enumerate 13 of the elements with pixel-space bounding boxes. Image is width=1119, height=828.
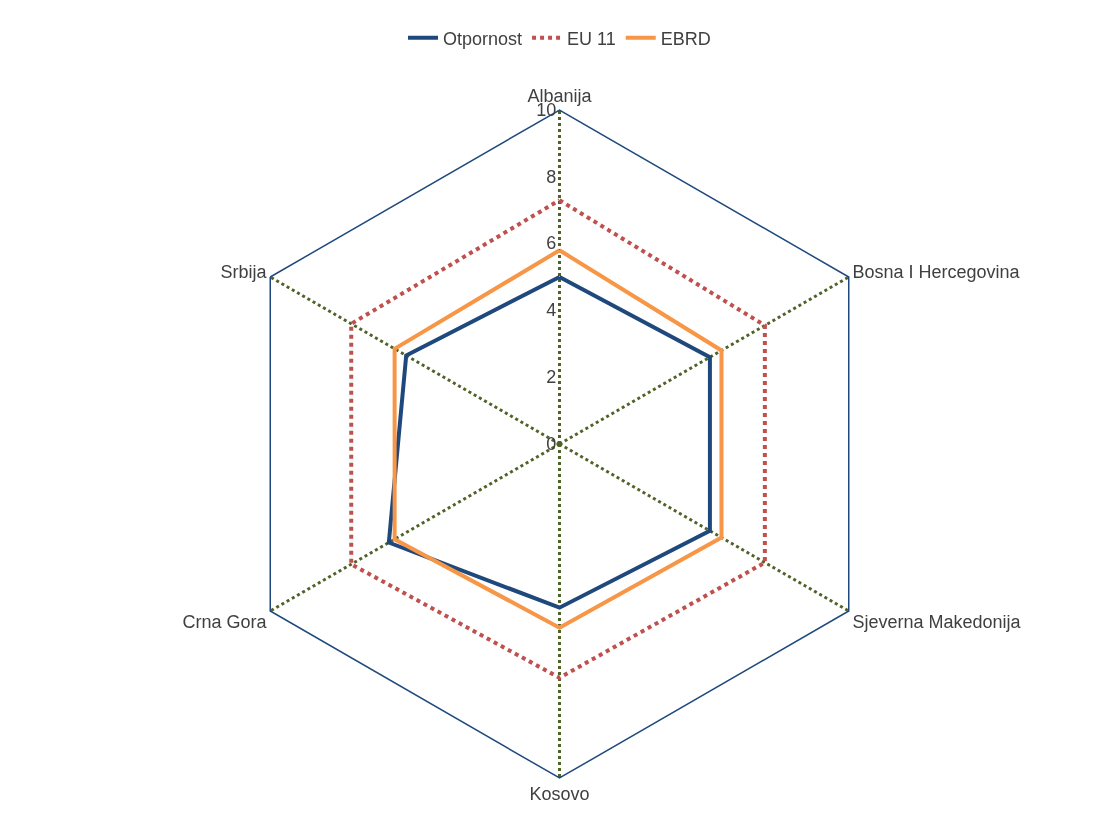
legend-label: EBRD xyxy=(660,28,711,49)
legend-label: Otpornost xyxy=(443,28,523,49)
spoke-label: Srbija xyxy=(220,262,268,283)
spoke-label: Crna Gora xyxy=(182,611,268,632)
spoke-label: Bosna I Hercegovina xyxy=(852,262,1021,283)
spoke-label: Sjeverna Makedonija xyxy=(852,611,1022,632)
y-tick-label: 0 xyxy=(546,433,557,454)
legend-label: EU 11 xyxy=(567,28,616,49)
spoke-label: Kosovo xyxy=(529,784,590,805)
y-tick-label: 4 xyxy=(546,300,557,321)
y-tick-label: 6 xyxy=(546,233,557,254)
y-tick-label: 8 xyxy=(546,166,557,187)
y-tick-label: 2 xyxy=(546,367,557,388)
